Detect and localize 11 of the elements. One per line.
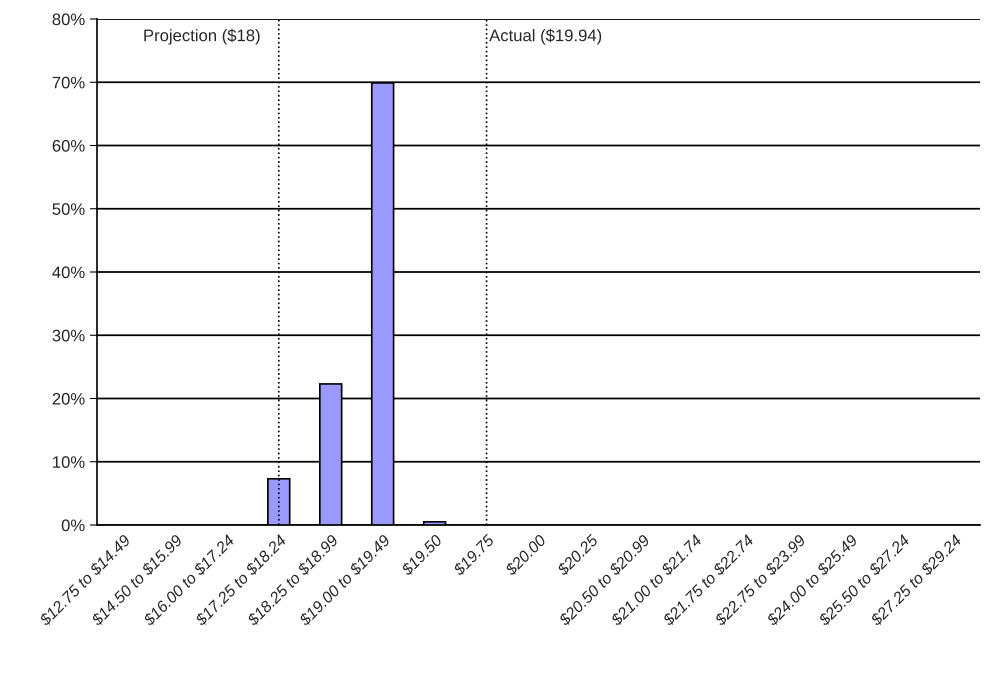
y-tick-label: 80%: [52, 13, 85, 26]
y-tick-label: 40%: [52, 266, 85, 278]
y-tick-label: 0%: [62, 519, 85, 532]
y-tick-label: 20%: [52, 392, 85, 405]
y-tick-label: 10%: [53, 456, 85, 468]
y-tick-label: 60%: [52, 140, 85, 152]
ref-line-label: Projection ($18): [144, 28, 260, 45]
y-tick-label: 70%: [52, 76, 85, 88]
y-tick-label: 30%: [52, 330, 85, 342]
ref-line-label: Actual ($19.94): [489, 28, 602, 45]
y-tick-label: 50%: [52, 203, 85, 215]
